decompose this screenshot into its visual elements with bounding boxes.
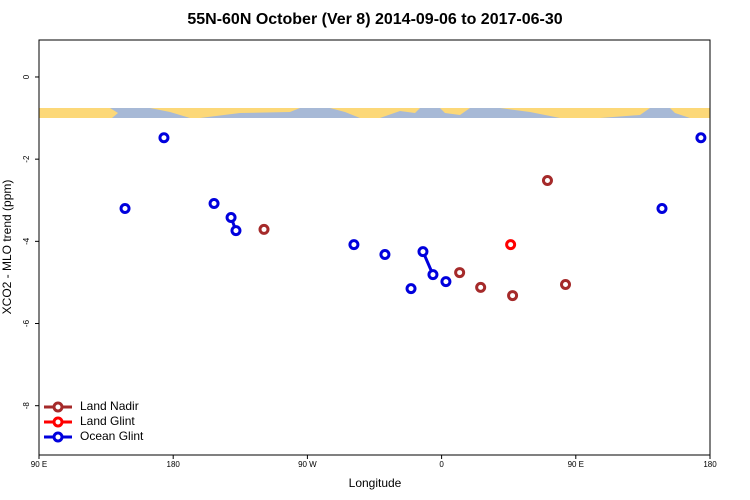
point	[656, 202, 668, 214]
y-tick-label: 0	[22, 74, 31, 79]
x-tick-label: 90 E	[31, 460, 47, 469]
x-tick-label: 90 E	[568, 460, 584, 469]
legend-label: Ocean Glint	[80, 429, 144, 443]
point	[405, 283, 417, 295]
point	[417, 246, 429, 258]
point	[225, 212, 237, 224]
x-tick-label: 180	[167, 460, 181, 469]
y-tick-label: -2	[22, 155, 31, 163]
y-tick-label: -8	[22, 402, 31, 410]
x-tick-label: 90 W	[298, 460, 317, 469]
point	[454, 267, 466, 279]
point	[379, 248, 391, 260]
point	[507, 290, 519, 302]
point	[440, 276, 452, 288]
x-axis-label: Longitude	[349, 476, 402, 490]
point	[541, 175, 553, 187]
map-strip	[39, 108, 710, 118]
y-tick-label: -6	[22, 319, 31, 327]
series-line	[231, 138, 701, 275]
point	[695, 132, 707, 144]
legend-marker	[52, 401, 64, 413]
y-axis-label: XCO2 - MLO trend (ppm)	[0, 180, 14, 315]
point	[475, 281, 487, 293]
x-tick-label: 0	[439, 460, 444, 469]
legend-label: Land Nadir	[80, 399, 139, 413]
point	[230, 225, 242, 237]
legend-marker	[52, 416, 64, 428]
point	[258, 223, 270, 235]
chart-title: 55N-60N October (Ver 8) 2014-09-06 to 20…	[187, 11, 562, 28]
x-tick-label: 180	[703, 460, 717, 469]
legend-label: Land Glint	[80, 414, 135, 428]
legend-marker	[52, 431, 64, 443]
plot-frame	[38, 39, 711, 456]
point	[119, 202, 131, 214]
point	[505, 239, 517, 251]
point	[158, 132, 170, 144]
point	[427, 269, 439, 281]
point	[208, 198, 220, 210]
point	[560, 278, 572, 290]
y-tick-label: -4	[22, 237, 31, 245]
point	[348, 239, 360, 251]
